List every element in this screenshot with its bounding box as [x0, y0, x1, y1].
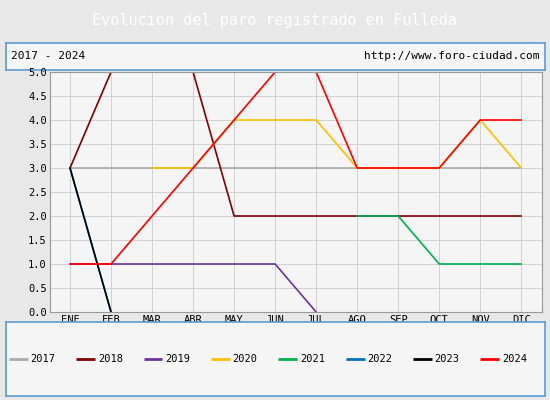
2017: [436, 166, 443, 170]
Line: 2020: 2020: [152, 120, 521, 168]
2017: [190, 166, 196, 170]
2018: [272, 214, 278, 218]
2018: [477, 214, 483, 218]
Line: 2023: 2023: [70, 168, 111, 312]
Text: http://www.foro-ciudad.com: http://www.foro-ciudad.com: [364, 51, 539, 61]
2021: [518, 262, 525, 266]
2017: [395, 166, 402, 170]
2019: [148, 262, 155, 266]
Line: 2024: 2024: [70, 72, 521, 264]
2019: [231, 262, 238, 266]
Text: 2022: 2022: [367, 354, 392, 364]
2018: [354, 214, 360, 218]
Text: 2021: 2021: [300, 354, 325, 364]
2021: [436, 262, 443, 266]
2018: [67, 166, 73, 170]
2021: [477, 262, 483, 266]
2020: [313, 118, 320, 122]
2024: [518, 118, 525, 122]
2019: [67, 262, 73, 266]
2018: [436, 214, 443, 218]
Text: 2024: 2024: [502, 354, 527, 364]
2021: [354, 214, 360, 218]
2020: [477, 118, 483, 122]
2018: [313, 214, 320, 218]
2023: [67, 166, 73, 170]
2020: [272, 118, 278, 122]
2024: [354, 166, 360, 170]
2023: [108, 310, 114, 314]
2024: [67, 262, 73, 266]
2020: [231, 118, 238, 122]
2017: [313, 166, 320, 170]
2019: [190, 262, 196, 266]
2024: [436, 166, 443, 170]
2020: [190, 166, 196, 170]
2020: [354, 166, 360, 170]
2021: [395, 214, 402, 218]
2022: [108, 310, 114, 314]
Line: 2018: 2018: [70, 72, 521, 216]
2018: [231, 214, 238, 218]
2019: [272, 262, 278, 266]
2024: [477, 118, 483, 122]
Text: 2023: 2023: [434, 354, 460, 364]
Line: 2021: 2021: [357, 216, 521, 264]
2019: [313, 310, 320, 314]
Text: 2019: 2019: [165, 354, 190, 364]
Text: 2017 - 2024: 2017 - 2024: [11, 51, 85, 61]
2022: [67, 166, 73, 170]
Text: 2018: 2018: [98, 354, 123, 364]
2019: [108, 262, 114, 266]
2017: [354, 166, 360, 170]
2018: [190, 70, 196, 74]
2024: [108, 262, 114, 266]
2018: [148, 70, 155, 74]
2024: [313, 70, 320, 74]
2017: [518, 166, 525, 170]
2018: [395, 214, 402, 218]
2020: [436, 166, 443, 170]
2017: [272, 166, 278, 170]
Text: 2020: 2020: [233, 354, 257, 364]
2018: [518, 214, 525, 218]
2024: [395, 166, 402, 170]
2017: [231, 166, 238, 170]
2017: [108, 166, 114, 170]
2018: [108, 70, 114, 74]
2024: [272, 70, 278, 74]
2020: [395, 166, 402, 170]
Line: 2022: 2022: [70, 168, 111, 312]
2017: [67, 166, 73, 170]
2020: [518, 166, 525, 170]
2017: [477, 166, 483, 170]
Line: 2019: 2019: [70, 264, 316, 312]
2020: [148, 166, 155, 170]
Text: Evolucion del paro registrado en Fulleda: Evolucion del paro registrado en Fulleda: [92, 14, 458, 28]
2017: [148, 166, 155, 170]
Text: 2017: 2017: [30, 354, 56, 364]
